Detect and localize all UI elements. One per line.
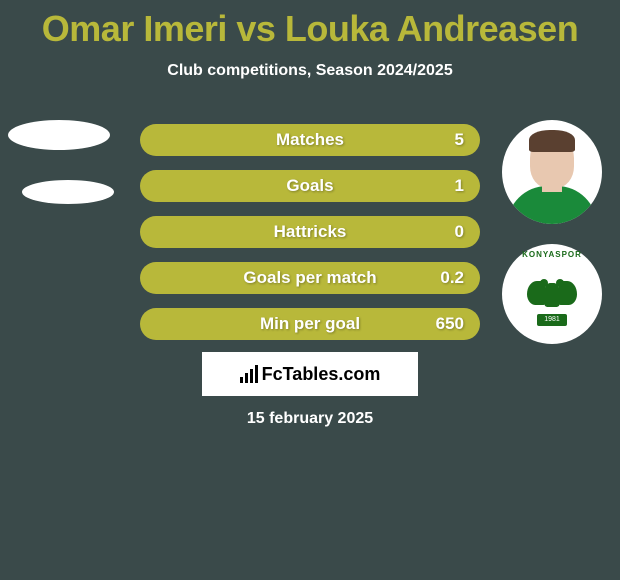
bar-chart-icon: [240, 365, 258, 383]
stat-label: Min per goal: [260, 314, 360, 334]
branding-label: FcTables.com: [262, 364, 381, 385]
club-name-label: KONYASPOR: [522, 250, 582, 259]
stat-value: 1: [455, 176, 464, 196]
player-avatar-right: [502, 120, 602, 224]
stat-label: Matches: [276, 130, 344, 150]
stat-row-hattricks: Hattricks 0: [140, 216, 480, 248]
stat-value: 0.2: [440, 268, 464, 288]
stat-label: Hattricks: [274, 222, 347, 242]
left-avatars: [8, 120, 114, 204]
branding-badge: FcTables.com: [202, 352, 418, 396]
player-avatar-left: [8, 120, 110, 150]
subtitle: Club competitions, Season 2024/2025: [0, 62, 620, 80]
stat-value: 5: [455, 130, 464, 150]
stat-row-goals: Goals 1: [140, 170, 480, 202]
comparison-card: Omar Imeri vs Louka Andreasen Club compe…: [0, 0, 620, 580]
stat-label: Goals per match: [243, 268, 376, 288]
stat-value: 0: [455, 222, 464, 242]
date-label: 15 february 2025: [0, 410, 620, 428]
club-badge-left: [22, 180, 114, 204]
eagle-icon: [527, 275, 577, 313]
club-badge-right: KONYASPOR 1981: [502, 244, 602, 344]
club-year-label: 1981: [537, 314, 567, 326]
stat-row-goals-per-match: Goals per match 0.2: [140, 262, 480, 294]
stat-label: Goals: [286, 176, 333, 196]
stats-list: Matches 5 Goals 1 Hattricks 0 Goals per …: [140, 124, 480, 340]
page-title: Omar Imeri vs Louka Andreasen: [0, 0, 620, 50]
stat-row-matches: Matches 5: [140, 124, 480, 156]
right-avatars: KONYASPOR 1981: [502, 120, 602, 344]
stat-value: 650: [436, 314, 464, 334]
stat-row-min-per-goal: Min per goal 650: [140, 308, 480, 340]
